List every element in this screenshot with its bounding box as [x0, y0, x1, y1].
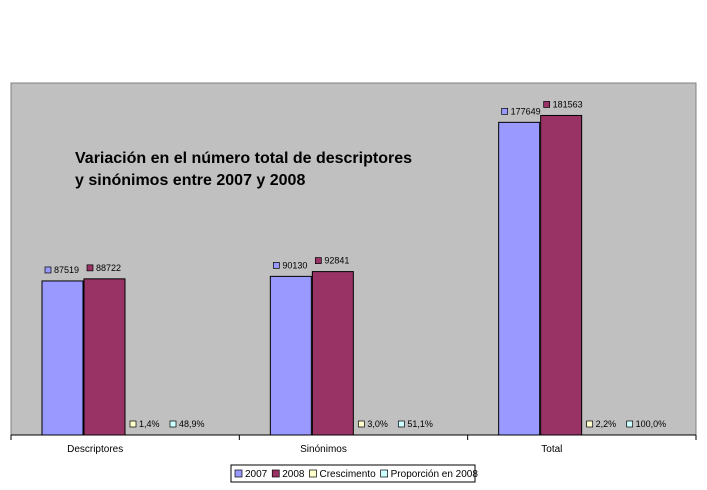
data-label: 181563 — [553, 99, 583, 109]
legend-entry: Crescimento — [320, 469, 377, 480]
bar-2008 — [83, 278, 126, 436]
bar-2007 — [41, 280, 84, 436]
data-label-key — [543, 101, 551, 108]
data-label-key — [129, 420, 137, 428]
category-label: Descriptores — [67, 444, 123, 455]
bar-2008 — [311, 271, 354, 436]
category-label: Total — [541, 444, 562, 455]
data-label: 1,4% — [139, 419, 160, 429]
data-label-key — [357, 420, 365, 428]
data-label-key — [397, 420, 405, 428]
data-label-key — [626, 420, 634, 428]
bar-2008 — [540, 114, 583, 436]
bar-2007 — [269, 275, 312, 436]
data-label: 2,2% — [596, 419, 617, 429]
data-label-key — [86, 264, 94, 272]
data-label: 90130 — [282, 260, 307, 270]
bar-2007 — [498, 121, 541, 436]
data-label-key — [586, 420, 594, 428]
legend-entry: Proporción en 2008 — [391, 469, 479, 480]
data-label-key — [501, 107, 509, 115]
data-label-key — [314, 257, 322, 264]
data-label: 88722 — [96, 263, 121, 273]
data-label-key — [169, 420, 177, 428]
legend — [230, 464, 476, 483]
legend-entry: 2008 — [282, 469, 305, 480]
chart-title-line: Variación en el número total de descript… — [75, 150, 412, 167]
data-label: 51,1% — [407, 419, 433, 429]
data-label: 48,9% — [179, 419, 205, 429]
chart-title-line: y sinónimos entre 2007 y 2008 — [75, 172, 305, 189]
data-label: 92841 — [324, 256, 349, 266]
data-label-key — [272, 262, 280, 269]
data-label: 100,0% — [636, 419, 667, 429]
data-label: 87519 — [54, 265, 79, 275]
data-label: 177649 — [511, 106, 541, 116]
legend-swatch — [309, 469, 317, 478]
legend-swatch — [234, 469, 243, 478]
category-label: Sinónimos — [300, 444, 347, 455]
data-label-key — [44, 266, 52, 274]
legend-swatch — [271, 469, 280, 478]
legend-swatch — [380, 469, 388, 478]
data-label: 3,0% — [367, 419, 388, 429]
legend-entry: 2007 — [245, 469, 268, 480]
